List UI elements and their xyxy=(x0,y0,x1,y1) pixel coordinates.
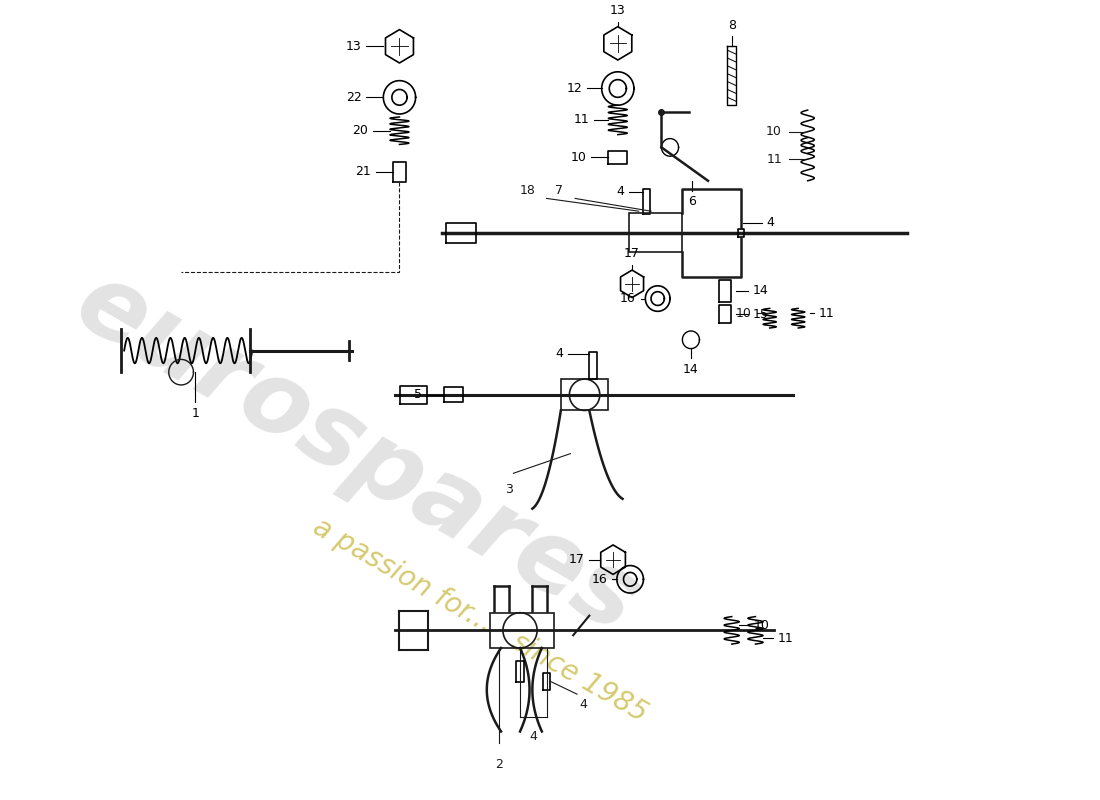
Text: 10: 10 xyxy=(754,619,769,632)
Text: 11: 11 xyxy=(778,632,793,645)
Bar xyxy=(561,379,608,410)
Text: 7: 7 xyxy=(554,184,563,197)
Text: 4: 4 xyxy=(767,217,774,230)
Text: 4: 4 xyxy=(617,185,625,198)
Text: eurospares: eurospares xyxy=(58,254,654,654)
Bar xyxy=(629,213,682,253)
Text: 20: 20 xyxy=(352,124,368,138)
Text: 4: 4 xyxy=(529,730,537,743)
Text: 11: 11 xyxy=(820,306,835,320)
Text: 10: 10 xyxy=(736,306,751,320)
Bar xyxy=(490,613,554,648)
Text: 13: 13 xyxy=(345,40,362,53)
Text: 4: 4 xyxy=(580,698,587,711)
Text: 14: 14 xyxy=(752,284,769,298)
Text: 8: 8 xyxy=(728,18,736,31)
Text: 17: 17 xyxy=(624,247,640,260)
Text: 14: 14 xyxy=(683,363,698,376)
Text: 6: 6 xyxy=(688,195,696,209)
Text: 5: 5 xyxy=(415,388,422,402)
Text: 22: 22 xyxy=(345,91,362,104)
Text: 10: 10 xyxy=(767,125,782,138)
Text: 11: 11 xyxy=(767,153,782,166)
Text: 3: 3 xyxy=(505,483,513,496)
Text: 21: 21 xyxy=(355,166,371,178)
Text: 12: 12 xyxy=(566,82,583,95)
Text: 16: 16 xyxy=(620,292,636,305)
Text: 16: 16 xyxy=(592,573,607,586)
Text: 13: 13 xyxy=(609,4,626,17)
Text: 1: 1 xyxy=(191,406,199,419)
Text: 4: 4 xyxy=(556,347,563,360)
Text: 10: 10 xyxy=(571,150,586,164)
Text: a passion for...   since 1985: a passion for... since 1985 xyxy=(308,513,652,728)
Text: 15: 15 xyxy=(752,308,769,321)
Text: 18: 18 xyxy=(519,184,536,197)
Text: 2: 2 xyxy=(495,758,503,771)
Text: 11: 11 xyxy=(573,114,590,126)
Text: 17: 17 xyxy=(569,553,584,566)
